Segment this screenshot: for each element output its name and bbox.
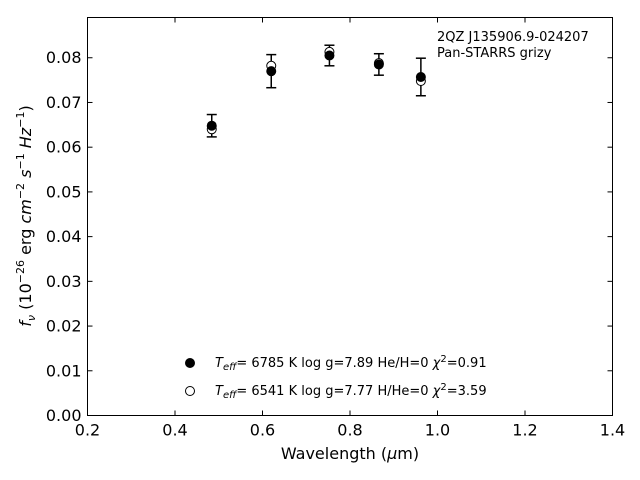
model-point-filled xyxy=(206,120,217,131)
model-point-filled xyxy=(266,66,277,77)
model-point-filled xyxy=(373,59,384,70)
y-tick-label: 0.05 xyxy=(46,182,82,201)
legend-marker-filled xyxy=(185,358,195,368)
legend-1-teff: 6785 K xyxy=(251,356,297,371)
y-tick-label: 0.07 xyxy=(46,93,82,112)
x-axis: 0.2 0.4 0.6 0.8 1.0 1.2 1.4 xyxy=(75,17,625,440)
y-tick-label: 0.01 xyxy=(46,361,82,380)
x-axis-label: Wavelength (μm) xyxy=(281,444,419,463)
model-point-filled xyxy=(415,71,426,82)
legend-1-logg: log g=7.89 xyxy=(301,356,373,371)
legend-1-comp: He/H=0 xyxy=(377,356,428,371)
legend-entry-2: Teff= 6541 K log g=7.77 H/He=0 χ2=3.59 xyxy=(215,382,487,401)
legend-entry-1: Teff= 6785 K log g=7.89 He/H=0 χ2=0.91 xyxy=(215,354,487,373)
y-tick-label: 0.03 xyxy=(46,272,82,291)
x-tick-label: 0.4 xyxy=(162,421,187,440)
x-tick-label: 1.0 xyxy=(425,421,450,440)
legend-2-chi: =3.59 xyxy=(447,384,487,399)
x-tick-label: 0.6 xyxy=(250,421,275,440)
y-tick-label: 0.08 xyxy=(46,48,82,67)
y-tick-label: 0.06 xyxy=(46,138,82,157)
legend-marker-open xyxy=(185,386,195,396)
survey-name: Pan-STARRS grizy xyxy=(437,46,552,61)
y-axis: 0.00 0.01 0.02 0.03 0.04 0.05 0.06 0.07 0.08 xyxy=(46,48,613,425)
x-tick-label: 1.2 xyxy=(512,421,537,440)
legend-2-teff: 6541 K xyxy=(251,384,297,399)
x-tick-label: 0.2 xyxy=(75,421,100,440)
legend-2-logg: log g=7.77 xyxy=(301,384,373,399)
y-tick-label: 0.00 xyxy=(46,406,82,425)
y-tick-label: 0.04 xyxy=(46,227,82,246)
y-axis-label: fν (10−26 erg cm−2 s−1 Hz−1) xyxy=(14,105,38,326)
y-tick-label: 0.02 xyxy=(46,317,82,336)
object-name: 2QZ J135906.9-024207 xyxy=(437,30,589,45)
legend-2-comp: H/He=0 xyxy=(377,384,428,399)
model-point-filled xyxy=(324,50,335,61)
plot-area xyxy=(206,44,426,138)
x-tick-label: 1.4 xyxy=(600,421,625,440)
legend: Teff= 6785 K log g=7.89 He/H=0 χ2=0.91 T… xyxy=(185,354,487,401)
legend-1-chi: =0.91 xyxy=(447,356,487,371)
x-tick-label: 0.8 xyxy=(337,421,362,440)
